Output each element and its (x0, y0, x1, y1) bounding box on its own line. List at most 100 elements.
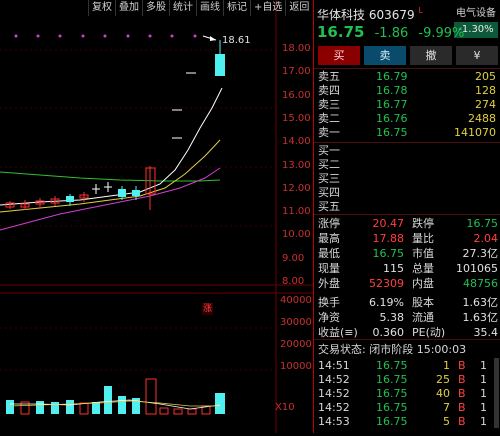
bid-label: 买四 (318, 186, 340, 199)
toolbar-item-2[interactable]: 多股 (142, 0, 169, 16)
stat-label: 市值 (412, 247, 434, 260)
sector-name[interactable]: 电气设备 (456, 8, 496, 19)
stat-label: 收益(≡) (318, 326, 358, 339)
ask-volume: 141070 (454, 126, 496, 139)
bid-row[interactable]: 买五 (318, 200, 498, 214)
stat-value: 48756 (463, 277, 498, 290)
stat-label: 外盘 (318, 277, 340, 290)
stock-code: 603679 (368, 8, 415, 22)
last-price: 16.75 (317, 23, 365, 41)
tick-row[interactable]: 14:52 16.75 25 B 1 (318, 373, 500, 387)
tick-time: 14:53 (318, 415, 350, 428)
ask-row[interactable]: 卖一 16.75 141070 (318, 126, 498, 140)
ask-price: 16.76 (376, 112, 408, 125)
stat-label: 现量 (318, 262, 340, 275)
high-price-marker: 18.61 (222, 35, 251, 46)
bid-label: 买三 (318, 172, 340, 185)
tick-row[interactable]: 14:51 16.75 1 B 1 (318, 359, 500, 373)
price-tick-label: 8.00 (282, 276, 305, 287)
price-tick-label: 10.00 (282, 229, 311, 241)
price-row: 16.75 -1.86 -9.99% (317, 23, 470, 41)
bid-label: 买二 (318, 158, 340, 171)
kline-chart[interactable]: 复权 叠加 多股 统计 画线 标记 +自选 返回 18.61 涨 18.00 17.00 16.0… (0, 0, 313, 433)
tick-count: 1 (480, 373, 487, 386)
toolbar-item-3[interactable]: 统计 (169, 0, 196, 16)
stat-label: 股本 (412, 296, 434, 309)
ask-label: 卖二 (318, 112, 340, 125)
price-change-pct: -9.99% (418, 26, 465, 41)
stat-label: 量比 (412, 232, 434, 245)
chart-toolbar: 复权 叠加 多股 统计 画线 标记 +自选 返回 (88, 0, 312, 16)
bid-row[interactable]: 买一 (318, 144, 498, 158)
stat-label: 涨停 (318, 217, 340, 230)
tick-price: 16.75 (376, 415, 408, 428)
tick-price: 16.75 (376, 359, 408, 372)
funds-button[interactable]: ¥ (456, 46, 498, 65)
price-tick-label: 17.00 (282, 66, 311, 78)
ask-label: 卖三 (318, 98, 340, 111)
stat-value: 5.38 (379, 311, 405, 324)
toolbar-item-6[interactable]: +自选 (250, 0, 285, 16)
bid-label: 买五 (318, 200, 340, 213)
ask-volume: 2488 (468, 112, 496, 125)
stat-value: 16.75 (466, 217, 499, 230)
ask-price: 16.75 (376, 126, 408, 139)
tick-price: 16.75 (376, 401, 408, 414)
limit-up-badge: 涨 (202, 303, 213, 315)
stat-value: 20.47 (372, 217, 405, 230)
tick-side: B (458, 373, 466, 386)
toolbar-item-7[interactable]: 返回 (285, 0, 312, 16)
ask-volume: 128 (475, 84, 496, 97)
stat-value: 0.360 (372, 326, 405, 339)
toolbar-item-0[interactable]: 复权 (88, 0, 115, 16)
stat-label: 流通 (412, 311, 434, 324)
trade-status: 交易状态: 闭市阶段 15:00:03 (318, 343, 467, 356)
sell-button[interactable]: 卖 (364, 46, 406, 65)
toolbar-item-5[interactable]: 标记 (223, 0, 250, 16)
tick-count: 1 (480, 359, 487, 372)
ask-price: 16.79 (376, 70, 408, 83)
volume-tick-label: 10000 (280, 361, 312, 372)
tick-row[interactable]: 14:53 16.75 5 B 1 (318, 415, 500, 429)
ma30-line (0, 171, 221, 182)
toolbar-item-4[interactable]: 画线 (196, 0, 223, 16)
ask-row[interactable]: 卖五 16.79 205 (318, 70, 498, 84)
buy-button[interactable]: 买 (318, 46, 360, 65)
bid-row[interactable]: 买四 (318, 186, 498, 200)
kline-canvas[interactable] (0, 0, 313, 433)
tick-time: 14:52 (318, 387, 350, 400)
ask-volume: 205 (475, 70, 496, 83)
stat-label: 最低 (318, 247, 340, 260)
quote-panel: 华体科技 603679 L 电气设备 -1.30% 16.75 -1.86 -9… (313, 0, 500, 433)
tick-side: B (458, 359, 466, 372)
tick-price: 16.75 (376, 373, 408, 386)
tick-count: 1 (480, 401, 487, 414)
price-tick-label: 14.00 (282, 136, 311, 148)
stat-label: PE(动) (412, 326, 446, 339)
price-tick-label: 11.00 (282, 206, 311, 218)
ask-row[interactable]: 卖三 16.77 274 (318, 98, 498, 112)
volume-tick-label: 40000 (280, 295, 312, 306)
stat-value: 1.63亿 (462, 296, 499, 309)
bid-row[interactable]: 买三 (318, 172, 498, 186)
tick-scrollbar[interactable] (494, 358, 499, 428)
price-tick-label: 16.00 (282, 89, 311, 101)
tick-price: 16.75 (376, 387, 408, 400)
price-tick-label: 15.00 (282, 112, 311, 124)
tick-side: B (458, 401, 466, 414)
ask-row[interactable]: 卖四 16.78 128 (318, 84, 498, 98)
ask-label: 卖一 (318, 126, 340, 139)
price-change: -1.86 (374, 26, 409, 41)
tick-volume: 25 (436, 373, 450, 386)
tick-volume: 1 (443, 359, 450, 372)
stock-title: 华体科技 603679 L (317, 6, 423, 23)
ask-row[interactable]: 卖二 16.76 2488 (318, 112, 498, 126)
cancel-order-button[interactable]: 撤 (410, 46, 452, 65)
price-tick-label: 18.00 (282, 43, 311, 54)
toolbar-item-1[interactable]: 叠加 (115, 0, 142, 16)
tick-row[interactable]: 14:52 16.75 7 B 1 (318, 401, 500, 415)
stat-label: 净资 (318, 311, 340, 324)
tick-row[interactable]: 14:52 16.75 40 B 1 (318, 387, 500, 401)
bid-row[interactable]: 买二 (318, 158, 498, 172)
tick-count: 1 (480, 387, 487, 400)
